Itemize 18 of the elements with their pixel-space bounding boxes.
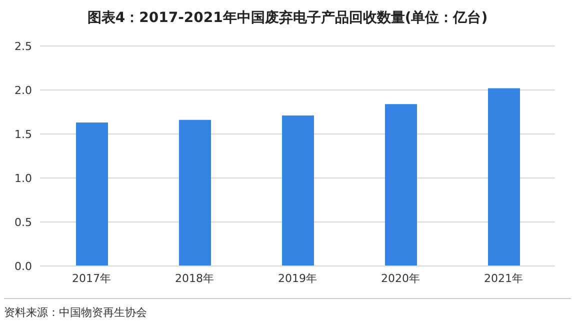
y-tick-label: 0.0 (14, 260, 32, 273)
bar (385, 104, 417, 266)
y-tick-label: 2.0 (14, 84, 32, 97)
y-tick-label: 2.5 (14, 40, 32, 53)
x-tick-label: 2018年 (175, 272, 214, 285)
chart-title: 图表4：2017-2021年中国废弃电子产品回收数量(单位：亿台) (86, 8, 489, 28)
y-tick-label: 0.5 (14, 216, 32, 229)
x-tick-label: 2021年 (484, 272, 523, 285)
bar (488, 88, 520, 266)
x-tick-label: 2017年 (72, 272, 111, 285)
x-tick-label: 2020年 (381, 272, 420, 285)
bar (282, 116, 314, 266)
bar (179, 120, 211, 266)
bar (76, 122, 108, 266)
y-tick-label: 1.5 (14, 128, 32, 141)
y-tick-label: 1.0 (14, 172, 32, 185)
text: 资料来源：中国物资再生协会 (4, 305, 148, 320)
x-tick-label: 2019年 (278, 272, 317, 285)
